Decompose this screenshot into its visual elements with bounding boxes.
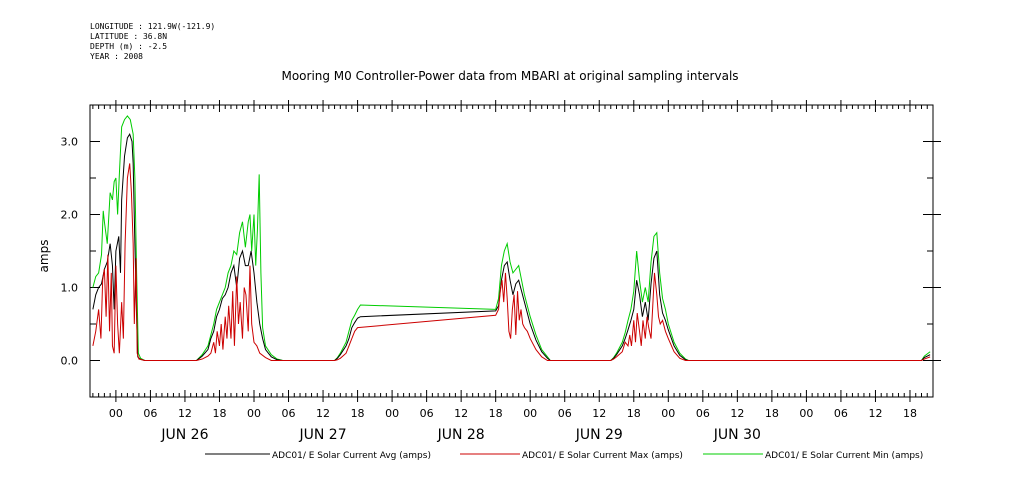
series-line-1 — [92, 163, 931, 361]
x-tick-label: 06 — [696, 407, 710, 420]
x-tick-label: 18 — [489, 407, 503, 420]
legend-label-0: ADC01/ E Solar Current Avg (amps) — [272, 451, 431, 461]
plot-frame — [89, 104, 934, 398]
x-tick-label: 06 — [143, 407, 157, 420]
y-axis-label: amps — [37, 240, 51, 273]
y-tick-label: 1.0 — [61, 282, 79, 295]
legend: ADC01/ E Solar Current Avg (amps) ADC01/ … — [205, 451, 923, 461]
x-tick-label: 06 — [282, 407, 296, 420]
chart-title: Mooring M0 Controller-Power data from MB… — [281, 69, 738, 83]
legend-label-2: ADC01/ E Solar Current Min (amps) — [765, 451, 923, 461]
x-tick-label: 12 — [592, 407, 606, 420]
legend-label-1: ADC01/ E Solar Current Max (amps) — [522, 451, 683, 461]
metadata-depth: DEPTH (m) : -2.5 — [90, 42, 168, 51]
x-day-label: JUN 29 — [575, 427, 623, 443]
metadata-block: LONGITUDE : 121.9W(-121.9) LATITUDE : 36… — [90, 22, 215, 62]
metadata-latitude: LATITUDE : 36.8N — [90, 32, 168, 41]
x-tick-label: 18 — [627, 407, 641, 420]
axes: 00 06 12 18 00 06 12 18 00 06 12 18 00 06 12 18 00 06 12 18… — [61, 100, 941, 443]
x-tick-label: 18 — [903, 407, 917, 420]
x-tick-label: 06 — [420, 407, 434, 420]
x-tick-label: 00 — [247, 407, 261, 420]
series-group — [92, 115, 931, 361]
x-day-label: JUN 30 — [713, 427, 761, 443]
x-tick-label: 18 — [765, 407, 779, 420]
x-tick-label: 12 — [454, 407, 468, 420]
x-tick-label: 06 — [834, 407, 848, 420]
x-tick-label: 18 — [212, 407, 226, 420]
x-tick-label: 12 — [316, 407, 330, 420]
y-tick-label: 0.0 — [61, 355, 79, 368]
x-tick-label: 00 — [661, 407, 675, 420]
x-tick-label: 06 — [558, 407, 572, 420]
x-tick-label: 12 — [730, 407, 744, 420]
y-tick-label: 3.0 — [61, 136, 79, 149]
x-tick-label: 12 — [868, 407, 882, 420]
y-tick-label: 2.0 — [61, 209, 79, 222]
x-tick-label: 12 — [178, 407, 192, 420]
x-tick-label: 00 — [799, 407, 813, 420]
metadata-year: YEAR : 2008 — [90, 52, 143, 61]
x-day-label: JUN 27 — [298, 427, 346, 443]
x-tick-label: 00 — [109, 407, 123, 420]
x-tick-label: 18 — [351, 407, 365, 420]
x-day-label: JUN 26 — [160, 427, 208, 443]
series-line-0 — [92, 133, 931, 361]
x-tick-label: 00 — [523, 407, 537, 420]
metadata-longitude: LONGITUDE : 121.9W(-121.9) — [90, 22, 216, 31]
x-tick-label: 00 — [385, 407, 399, 420]
x-day-label: JUN 28 — [437, 427, 485, 443]
